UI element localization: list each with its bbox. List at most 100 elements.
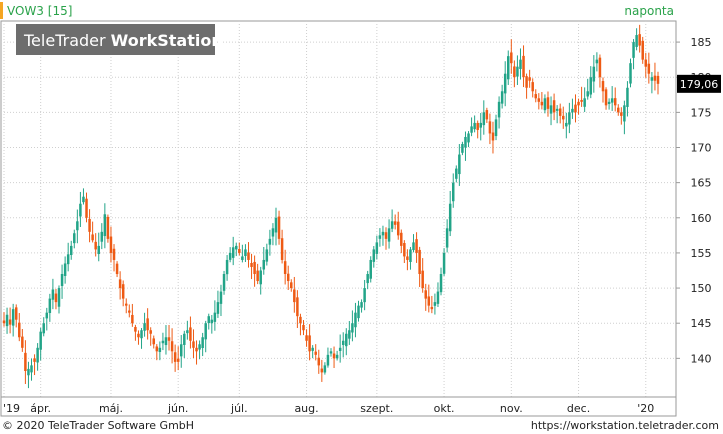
price-tick-label: 160 (691, 212, 712, 225)
candle-body-up (241, 256, 244, 260)
candle-body-up (201, 337, 204, 349)
candle-body-up (583, 98, 586, 107)
candle-body-down (85, 198, 88, 218)
candle-body-up (412, 242, 415, 251)
candle-body-up (51, 289, 55, 300)
candle-body-down (525, 76, 528, 88)
candle-body-up (464, 136, 467, 148)
candle-body-down (293, 289, 296, 303)
logo-text-light: TeleTrader (23, 31, 111, 50)
price-tick-label: 140 (691, 352, 712, 365)
candle-body-up (473, 122, 476, 130)
candle-body-up (259, 270, 262, 285)
candle-body-up (357, 305, 360, 319)
last-price-value: 179,06 (680, 78, 719, 91)
candle-body-down (247, 252, 250, 260)
candle-body-up (451, 182, 455, 202)
candle-body-down (552, 100, 556, 113)
candle-body-down (238, 249, 241, 253)
candle-body-down (528, 77, 531, 81)
candle-body-down (91, 234, 94, 241)
candle-body-up (76, 221, 79, 231)
candle-body-down (33, 358, 36, 362)
price-tick-label: 145 (691, 317, 712, 330)
candle-body-up (79, 203, 82, 217)
candle-body-up (390, 221, 394, 229)
candle-body-up (351, 323, 354, 333)
time-axis: '19 ápr. máj. jún. júl. aug. szept. okt. nov. dec… (3, 402, 654, 415)
candle-body-up (500, 91, 504, 104)
candle-body-up (341, 340, 345, 345)
candle-body-down (2, 320, 6, 324)
candle-body-up (378, 235, 382, 239)
candle-body-down (531, 82, 534, 92)
candle-body-down (137, 333, 140, 338)
candle-body-up (186, 330, 189, 334)
candle-body-down (522, 55, 525, 78)
symbol-label[interactable]: VOW3 [15] (7, 4, 72, 18)
candle-body-down (476, 122, 479, 130)
candle-body-up (48, 298, 52, 313)
time-tick-label: nov. (500, 402, 523, 415)
candle-body-down (115, 263, 119, 275)
last-price-tag: 179,06 (677, 74, 721, 93)
candle-body-down (256, 270, 259, 282)
candle-body-down (124, 303, 128, 306)
candle-body-up (448, 203, 452, 232)
candle-body-up (158, 347, 162, 352)
candle-body-down (253, 261, 256, 275)
source-url-link[interactable]: https://workstation.teletrader.com (531, 419, 719, 432)
candle-body-up (219, 291, 223, 304)
candle-body-up (180, 344, 183, 357)
candle-body-down (332, 353, 336, 359)
candle-body-up (210, 319, 214, 324)
candle-body-up (216, 302, 220, 314)
price-tick-label: 175 (691, 106, 712, 119)
plot-area[interactable] (0, 20, 677, 398)
candle-body-up (629, 63, 632, 84)
candle-body-up (568, 112, 571, 125)
candle-body-down (299, 316, 302, 324)
candle-body-up (329, 351, 333, 354)
candle-body-up (265, 249, 269, 262)
candle-body-up (143, 323, 146, 331)
time-tick-label: '19 (3, 402, 20, 415)
candle-body-up (235, 245, 238, 250)
candle-body-up (586, 91, 589, 97)
candle-body-down (290, 282, 293, 289)
candlesticks (2, 24, 660, 389)
candle-body-up (228, 252, 232, 260)
candle-body-down (510, 52, 513, 64)
candle-body-up (507, 56, 510, 80)
candle-body-up (60, 274, 64, 287)
candle-body-down (421, 270, 424, 289)
candle-body-up (198, 344, 201, 350)
candle-body-up (470, 126, 473, 133)
period-label[interactable]: naponta (624, 4, 674, 18)
candle-body-down (513, 66, 516, 78)
candle-body-up (271, 228, 275, 237)
candle-body-up (635, 35, 638, 47)
symbol-accent-bar (0, 2, 3, 19)
candle-body-down (653, 75, 657, 81)
candle-body-up (323, 365, 327, 373)
candle-body-down (134, 326, 137, 332)
candle-body-down (317, 357, 321, 366)
candle-body-down (54, 293, 58, 303)
candle-body-up (479, 122, 482, 128)
candle-body-up (338, 347, 342, 351)
candle-body-up (650, 77, 654, 81)
price-tick-label: 185 (691, 36, 712, 49)
time-tick-label: júl. (230, 402, 248, 415)
candle-body-down (396, 221, 400, 236)
candle-body-up (571, 108, 574, 113)
candle-body-down (384, 232, 388, 239)
candle-body-down (400, 232, 403, 246)
candle-body-down (488, 121, 492, 134)
candle-body-down (403, 243, 406, 257)
candle-body-up (516, 66, 519, 77)
candle-body-down (155, 346, 159, 352)
candle-body-down (393, 221, 397, 225)
candle-body-up (626, 87, 629, 107)
